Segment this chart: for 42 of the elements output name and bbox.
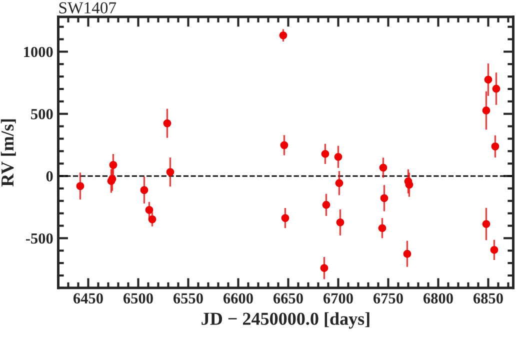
point [281,214,290,222]
point [322,200,330,209]
x-tick-label: 6600 [223,293,253,304]
point [148,215,156,224]
point [490,246,498,254]
point [484,76,492,84]
y-tick-label: 0 [46,171,53,182]
point [380,194,388,202]
x-tick-label: 6450 [73,293,103,304]
point [76,182,84,190]
chart-title: SW1407 [59,2,116,14]
point [166,168,174,176]
y-tick-label: 1000 [24,46,53,58]
x-tick-label: 6500 [123,293,153,304]
x-tick-label: 6700 [323,293,353,304]
point [280,141,288,150]
point [109,161,118,169]
y-tick-label: 500 [31,108,53,120]
point [320,264,328,272]
point [492,84,500,93]
point [279,31,288,40]
point [334,152,342,161]
point [491,142,500,150]
point [336,218,344,226]
x-tick-label: 6550 [173,293,203,304]
y-tick-label: -500 [26,233,53,244]
x-tick-label: 6800 [423,293,453,304]
x-tick-label: 6650 [273,293,303,304]
y-axis-title: RV [m/s] [0,119,16,186]
point [140,186,148,194]
point [378,224,386,232]
x-axis-title: JD − 2450000.0 [days] [202,312,370,329]
point [403,250,412,258]
point [163,119,172,128]
point [321,150,330,158]
point [379,164,388,172]
x-tick-label: 6850 [473,293,503,304]
x-tick-label: 6750 [373,293,403,304]
point [335,179,344,188]
point [482,220,490,228]
point [145,206,154,214]
point [482,106,490,114]
